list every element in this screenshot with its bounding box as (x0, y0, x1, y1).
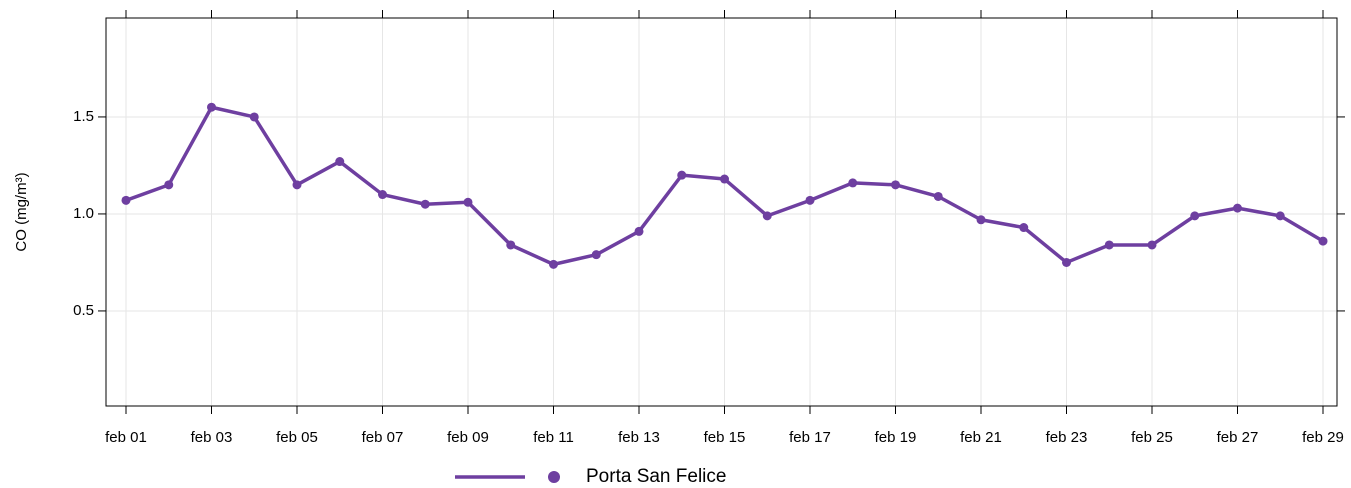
x-tick-label: feb 29 (1302, 429, 1344, 446)
data-point (1104, 240, 1114, 250)
data-point (677, 170, 687, 180)
x-tick-label: feb 19 (875, 429, 917, 446)
x-tick-label: feb 23 (1046, 429, 1088, 446)
data-point (292, 180, 302, 190)
data-point (1233, 203, 1242, 213)
x-tick-label: feb 01 (105, 429, 147, 446)
x-tick-label: feb 17 (789, 429, 831, 446)
data-point (762, 211, 772, 221)
data-point (164, 180, 174, 190)
y-axis-label: CO (mg/m³) (13, 172, 30, 251)
x-tick-label: feb 11 (533, 429, 574, 446)
x-tick-label: feb 07 (362, 429, 404, 446)
data-point (463, 197, 473, 207)
data-point (1062, 257, 1071, 267)
data-point (848, 178, 858, 188)
data-point (1318, 236, 1328, 246)
data-point (335, 157, 345, 167)
legend-label: Porta San Felice (586, 466, 726, 487)
y-tick-label: 1.5 (73, 108, 94, 125)
data-point (720, 174, 729, 184)
data-point (805, 195, 815, 205)
data-point (1147, 240, 1157, 250)
data-point (1275, 211, 1285, 221)
plot-frame (105, 17, 1338, 407)
x-tick-label: feb 25 (1131, 429, 1173, 446)
data-point (378, 190, 387, 200)
data-point (506, 240, 516, 250)
data-point (207, 102, 216, 112)
x-tick-label: feb 03 (191, 429, 233, 446)
x-tick-label: feb 15 (704, 429, 746, 446)
legend-marker (548, 471, 560, 483)
data-point (549, 259, 558, 269)
data-point (976, 215, 986, 225)
y-tick-label: 0.5 (73, 302, 94, 319)
x-tick-label: feb 05 (276, 429, 318, 446)
x-tick-label: feb 27 (1217, 429, 1259, 446)
data-point (634, 226, 644, 236)
x-tick-label: feb 09 (447, 429, 489, 446)
data-point (1019, 223, 1029, 233)
data-point (591, 250, 601, 260)
data-point (933, 191, 943, 201)
data-point (1190, 211, 1200, 221)
y-tick-label: 1.0 (73, 205, 94, 222)
x-tick-label: feb 13 (618, 429, 660, 446)
data-point (121, 195, 131, 205)
data-point (420, 199, 430, 209)
x-tick-label: feb 21 (960, 429, 1002, 446)
data-point (891, 180, 900, 190)
data-point (249, 112, 259, 122)
